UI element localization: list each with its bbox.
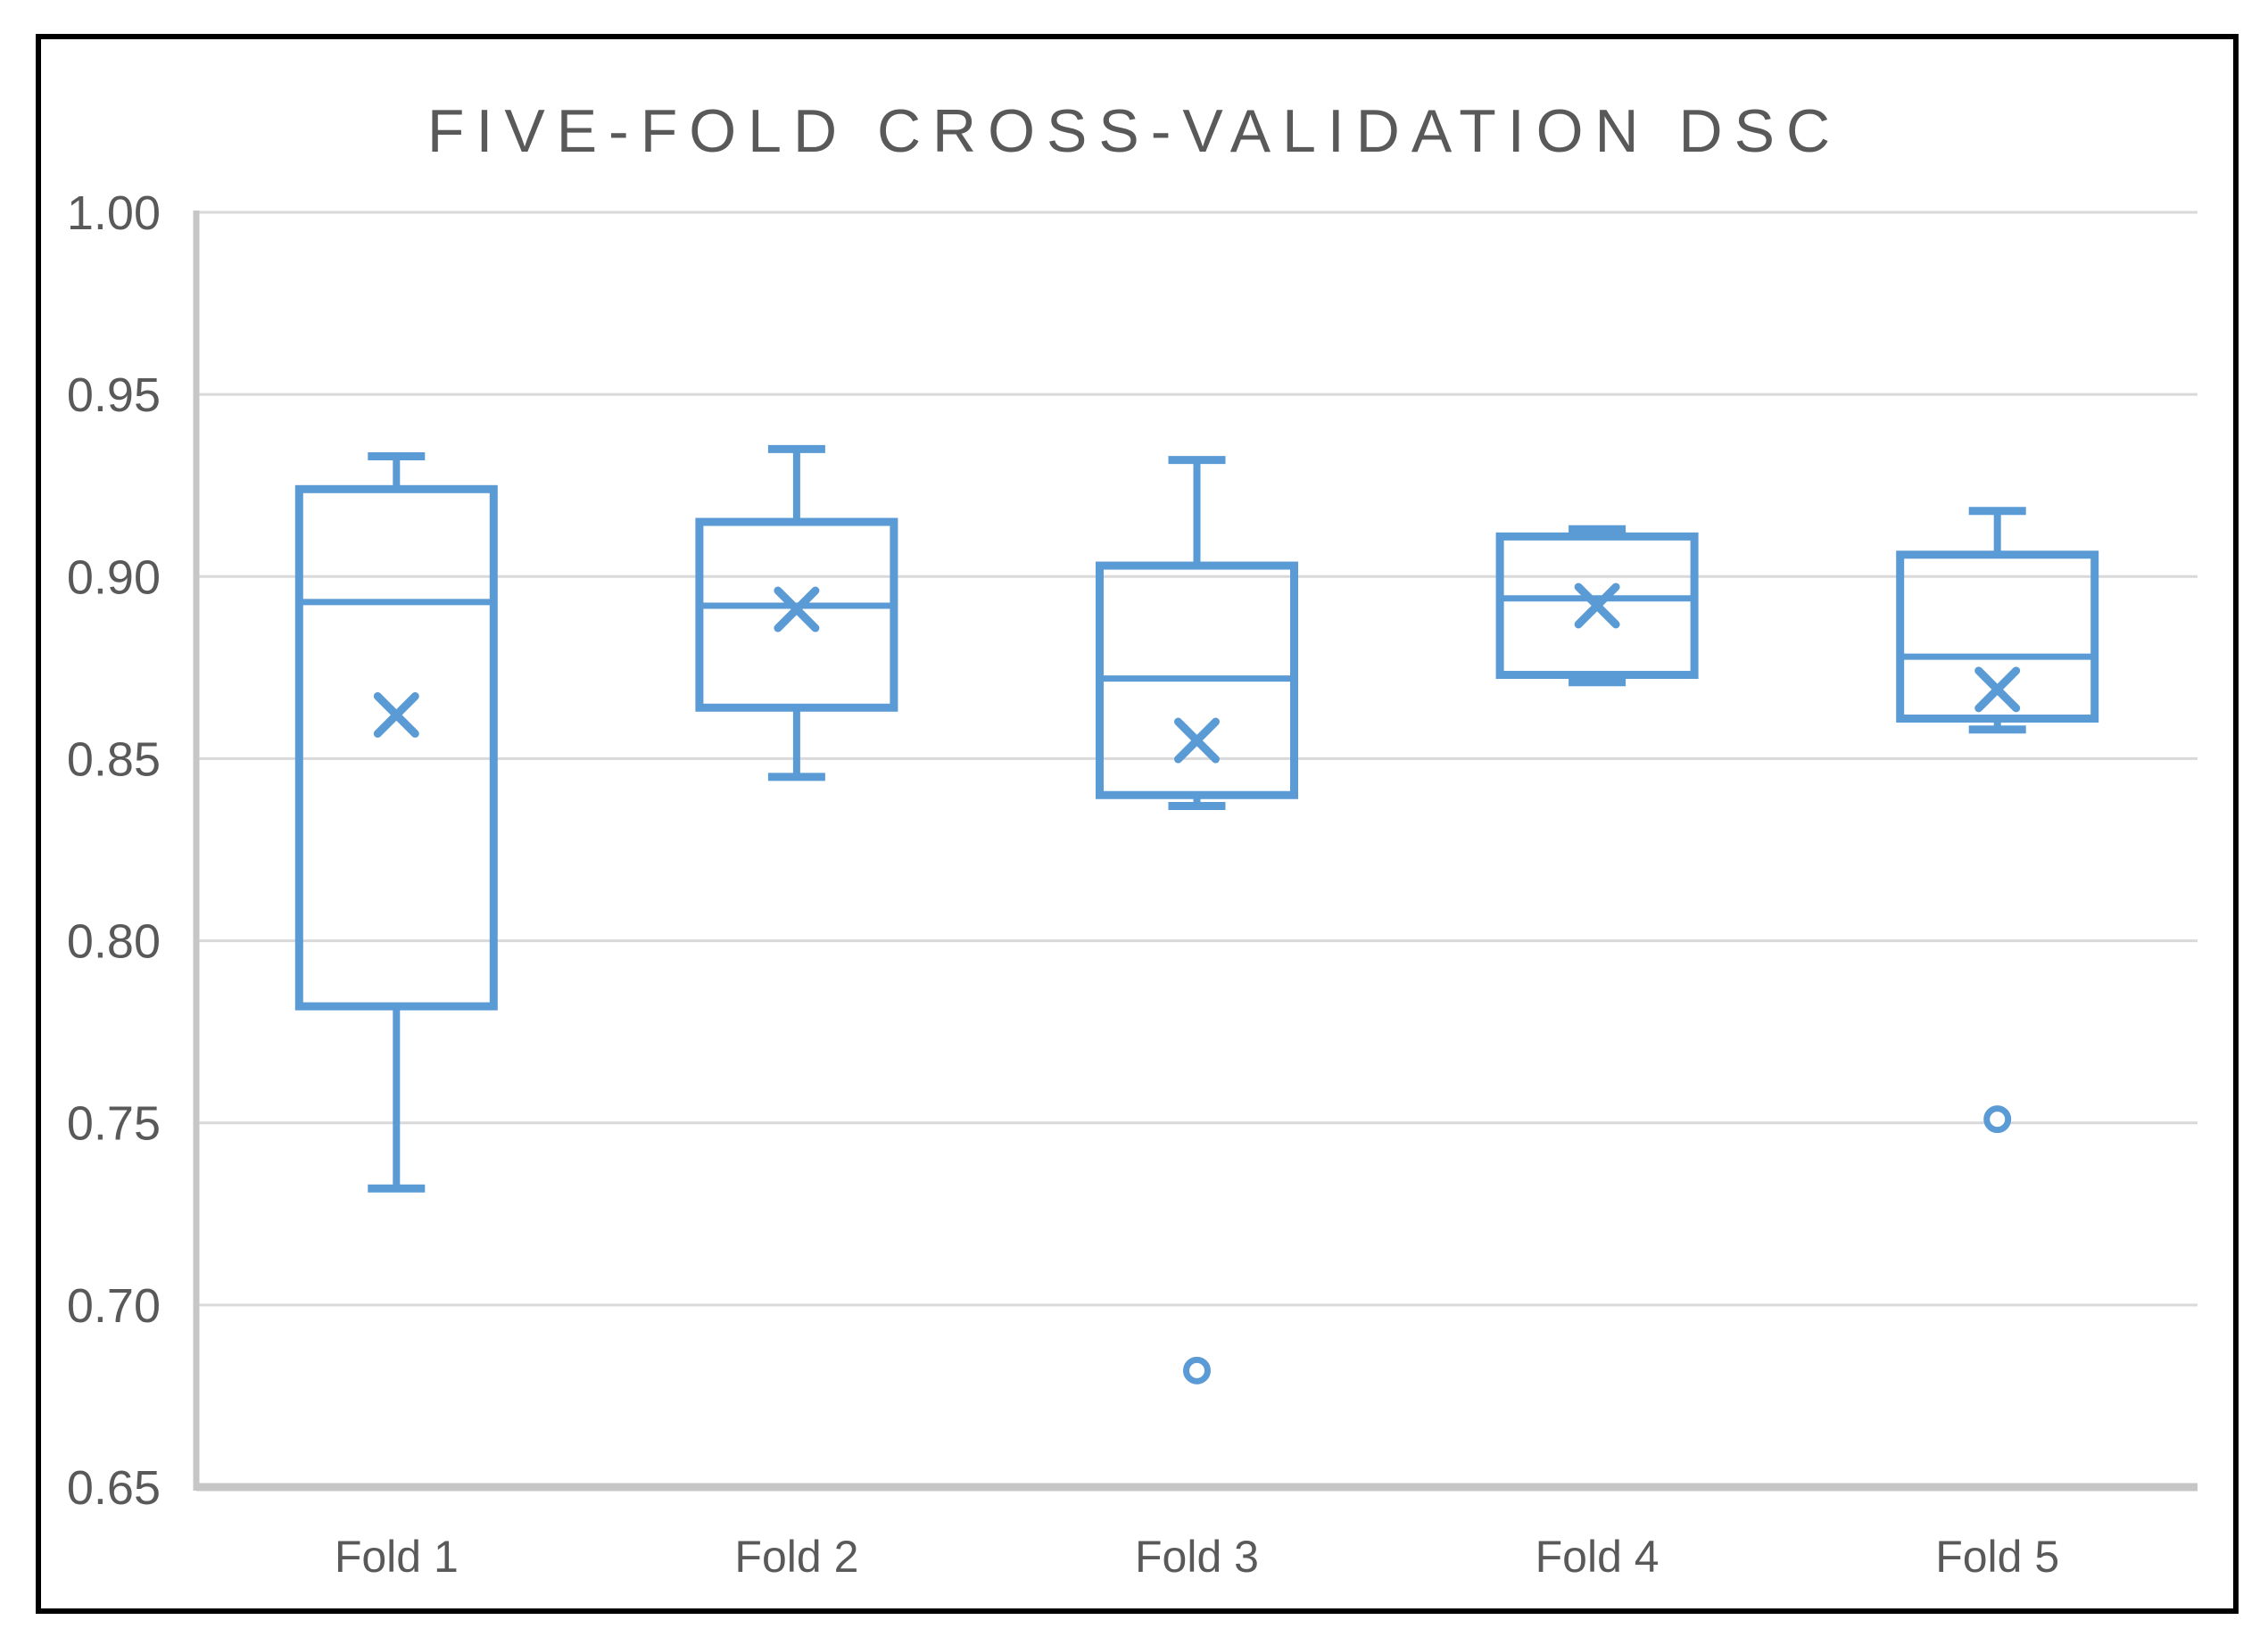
- chart-title: FIVE-FOLD CROSS-VALIDATION DSC: [426, 97, 1842, 165]
- x-category-label-fold-1: Fold 1: [335, 1532, 459, 1582]
- mean-x-marker-fold-5: [1974, 666, 2021, 713]
- iqr-box-fold-2: [695, 517, 898, 712]
- iqr-box-fold-4: [1495, 532, 1699, 680]
- iqr-box-fold-5: [1896, 550, 2099, 723]
- mean-x-marker-fold-4: [1574, 583, 1620, 629]
- x-category-label-fold-5: Fold 5: [1935, 1532, 2059, 1582]
- y-tick-label: 0.70: [67, 1279, 161, 1333]
- y-tick-label: 0.80: [67, 915, 161, 969]
- outlier-point-fold-3: [1183, 1356, 1211, 1385]
- x-category-label-fold-4: Fold 4: [1535, 1532, 1660, 1582]
- mean-x-marker-fold-2: [774, 586, 820, 632]
- mean-x-marker-fold-1: [373, 691, 419, 738]
- figure-border: [36, 34, 2239, 1614]
- y-tick-label: 0.85: [67, 732, 161, 786]
- y-tick-label: 0.65: [67, 1461, 161, 1515]
- x-category-label-fold-3: Fold 3: [1135, 1532, 1259, 1582]
- outlier-point-fold-5: [1983, 1105, 2012, 1134]
- iqr-box-fold-1: [294, 484, 498, 1011]
- x-category-label-fold-2: Fold 2: [734, 1532, 858, 1582]
- y-tick-label: 0.75: [67, 1097, 161, 1151]
- y-tick-label: 1.00: [67, 186, 161, 240]
- y-tick-label: 0.95: [67, 368, 161, 422]
- y-tick-label: 0.90: [67, 550, 161, 604]
- mean-x-marker-fold-3: [1174, 717, 1220, 764]
